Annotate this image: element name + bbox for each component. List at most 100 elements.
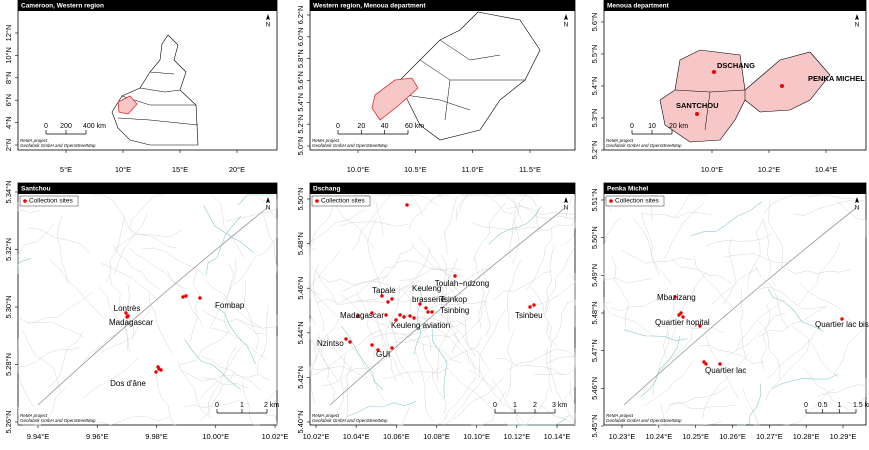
road xyxy=(257,304,269,375)
place-label: Lontrès xyxy=(114,304,141,313)
road xyxy=(261,210,278,279)
road xyxy=(722,237,737,306)
x-tick-label: 10.23°E xyxy=(609,432,636,441)
road xyxy=(316,298,385,305)
place-label: Quartier lac xyxy=(705,366,746,375)
scale-label: 60 km xyxy=(405,123,424,130)
y-tick-label: 5.2°N xyxy=(590,141,599,160)
road xyxy=(341,281,411,293)
y-tick-label: 5.50°N xyxy=(590,226,599,249)
road xyxy=(667,401,736,410)
road xyxy=(208,346,237,415)
road xyxy=(505,328,516,398)
legend-dot xyxy=(609,199,613,203)
place-label: Toulah−ndzong xyxy=(435,279,490,288)
legend-dot xyxy=(315,199,319,203)
road xyxy=(453,334,496,389)
road xyxy=(663,202,705,260)
road xyxy=(57,214,69,284)
credit: ReMA project xyxy=(312,138,340,143)
road xyxy=(211,259,237,326)
road xyxy=(346,401,417,417)
y-tick-label: 6.2°N xyxy=(296,6,305,25)
scale-label: 400 km xyxy=(83,123,106,130)
scale-label: 0 xyxy=(215,402,219,409)
place-label: Tsinbeu xyxy=(515,311,543,320)
place-label: PENKA MICHEL xyxy=(808,74,865,83)
road xyxy=(393,247,431,305)
road xyxy=(341,325,384,390)
road xyxy=(440,313,492,372)
road xyxy=(367,217,382,289)
road xyxy=(673,194,709,219)
y-tick-label: 5.0°N xyxy=(296,137,305,156)
road xyxy=(473,201,507,263)
road xyxy=(179,330,231,366)
road xyxy=(309,318,340,384)
x-tick-label: 10.10°E xyxy=(463,432,490,441)
road xyxy=(391,293,461,303)
collection-site xyxy=(677,313,681,317)
scale-label: 0 xyxy=(44,123,48,130)
collection-site xyxy=(426,310,430,314)
road xyxy=(534,400,576,426)
scale-label: 0 xyxy=(630,123,634,130)
title-bar xyxy=(18,0,277,11)
road xyxy=(238,314,278,329)
place-label: brasserie xyxy=(412,295,445,304)
x-tick-label: 10.00°E xyxy=(202,432,229,441)
road xyxy=(309,320,311,327)
place-label: Nzintso xyxy=(317,339,344,348)
y-tick-label: 5.3°N xyxy=(590,109,599,128)
dept-lines xyxy=(404,39,525,121)
panel-frame xyxy=(309,182,576,426)
x-tick-label: 15°E xyxy=(172,165,188,174)
road xyxy=(846,378,867,404)
road xyxy=(603,194,612,212)
road xyxy=(399,268,463,281)
road xyxy=(723,253,789,264)
legend-dot xyxy=(23,199,27,203)
y-tick-label: 5.49°N xyxy=(590,264,599,287)
collection-site xyxy=(398,313,402,317)
scale-label: 0 xyxy=(336,123,340,130)
road xyxy=(800,283,861,326)
road xyxy=(791,326,839,378)
road xyxy=(387,317,414,385)
road xyxy=(319,275,389,286)
road xyxy=(488,205,542,245)
road xyxy=(431,329,448,399)
x-tick-label: 20°E xyxy=(229,165,245,174)
x-tick-label: 10.5°E xyxy=(404,165,427,174)
collection-site xyxy=(394,318,398,322)
north-label: N xyxy=(855,205,860,212)
scale-label: 1 xyxy=(837,402,841,409)
north-label: N xyxy=(855,22,860,29)
y-tick-label: 5.48°N xyxy=(590,301,599,324)
road xyxy=(431,267,495,297)
collection-site xyxy=(344,337,348,341)
y-tick-label: 4°N xyxy=(4,116,13,129)
road xyxy=(705,334,740,399)
credit: Geofabrik GmbH and OpenStreetMap xyxy=(606,143,682,148)
collection-site xyxy=(376,348,380,352)
north-arrow xyxy=(266,197,270,203)
place-label: Madagascar xyxy=(109,318,153,327)
place-label: DSCHANG xyxy=(717,61,755,70)
road xyxy=(339,365,352,426)
road xyxy=(603,303,656,338)
collection-site xyxy=(418,302,422,306)
road xyxy=(473,222,543,230)
road xyxy=(17,223,54,267)
collection-site xyxy=(712,70,716,74)
road xyxy=(101,308,152,353)
collection-site xyxy=(402,315,406,319)
road xyxy=(124,283,131,351)
road xyxy=(801,366,851,412)
collection-site xyxy=(198,296,202,300)
credit: ReMA project xyxy=(20,138,48,143)
road xyxy=(385,285,400,353)
road xyxy=(237,194,275,206)
collection-site xyxy=(528,305,532,309)
